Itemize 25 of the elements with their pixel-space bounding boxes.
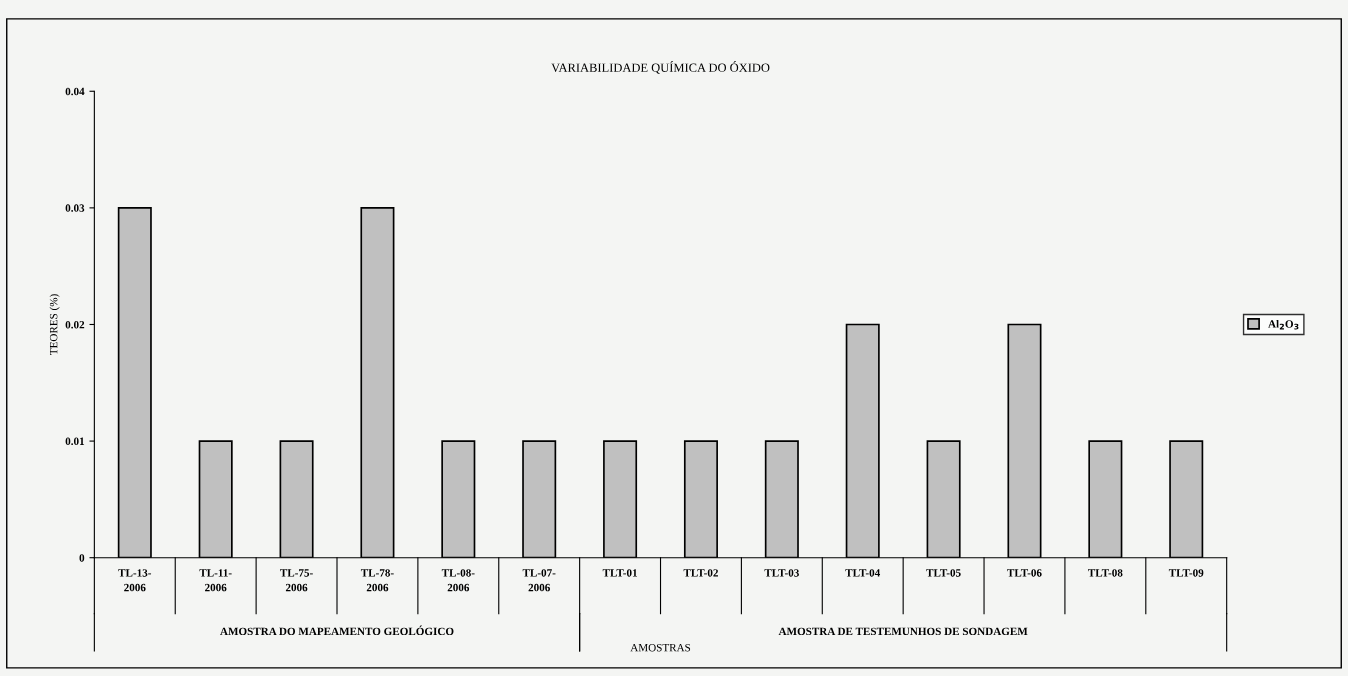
x-tick-label: TLT-09 (1168, 569, 1204, 577)
x-tick-label: TLT-02 (683, 569, 718, 577)
y-tick-label: 0.01 (65, 437, 85, 446)
x-tick-label: TL-13- 2006 (118, 569, 152, 592)
x-tick-label: TLT-04 (845, 569, 881, 577)
y-tick-label: 0 (79, 554, 85, 562)
x-tick-label: TLT-01 (602, 569, 638, 577)
x-tick-label: TLT-05 (926, 569, 961, 577)
x-tick-label: TL-78- 2006 (360, 569, 394, 592)
x-tick-label: TLT-06 (1007, 569, 1042, 577)
x-tick-label: TL-08- 2006 (441, 569, 475, 592)
x-tick-label: TLT-08 (1088, 569, 1123, 577)
y-tick-label: 0.03 (65, 204, 85, 212)
text: AMOSTRA DE TESTEMUNHOS DE SONDAGEM (778, 627, 1028, 636)
y-tick-label: 0.02 (65, 320, 85, 329)
x-tick-label: TL-75- 2006 (280, 569, 313, 592)
legend-label: Al$_{2}$O$_{3}$ (1268, 319, 1299, 330)
text: AMOSTRA DO MAPEAMENTO GEOLÓGICO (220, 625, 454, 636)
chart-title: VARIABILIDADE QUÍMICA DO ÓXIDO (551, 61, 770, 74)
y-tick-label: 0.04 (65, 87, 85, 96)
x-axis-title: AMOSTRAS (630, 643, 691, 652)
x-tick-label: TL-11- 2006 (199, 569, 232, 592)
x-tick-label: TL-07- 2006 (522, 569, 556, 592)
y-axis-title: TEORES (%) (49, 294, 60, 355)
x-tick-label: TLT-03 (764, 569, 799, 577)
